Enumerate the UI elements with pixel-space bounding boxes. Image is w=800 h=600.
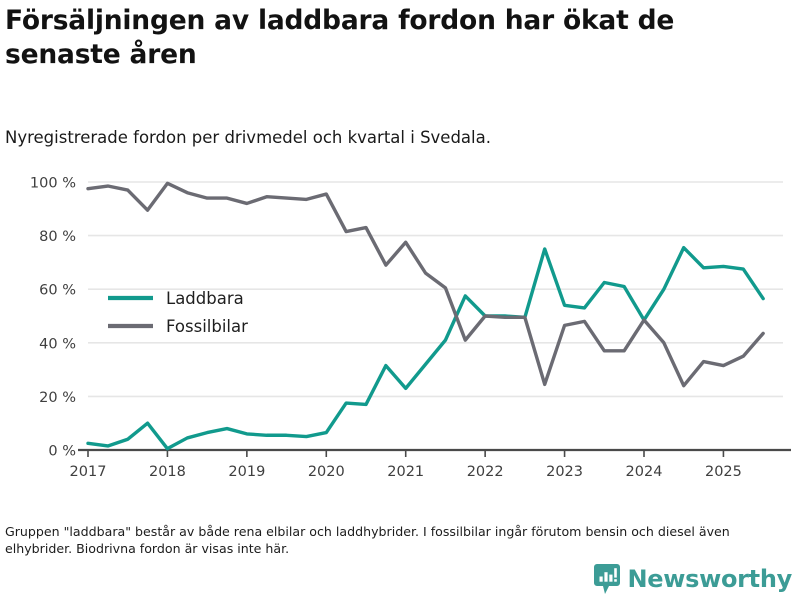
legend-label-laddbara: Laddbara xyxy=(166,289,244,308)
x-axis-tick-label: 2021 xyxy=(387,464,424,480)
x-axis-tick-label: 2025 xyxy=(705,464,742,480)
chart-subtitle: Nyregistrerade fordon per drivmedel och … xyxy=(5,128,491,147)
x-axis-tick-labels: 2017 2018 2019 2020 2021 2022 2023 2024 2025 xyxy=(70,464,742,480)
x-axis-tick-label: 2019 xyxy=(228,464,265,480)
page-title: Försäljningen av laddbara fordon har öka… xyxy=(5,5,675,71)
gridlines-group xyxy=(88,181,783,398)
newsworthy-logo[interactable]: Newsworthy xyxy=(594,563,792,595)
logo-wordmark: Newsworthy xyxy=(627,565,792,593)
y-axis-tick-label: 100 % xyxy=(30,176,76,192)
legend-label-fossilbilar: Fossilbilar xyxy=(166,317,248,336)
x-axis-tick-label: 2022 xyxy=(467,464,504,480)
x-axis-tick-label: 2020 xyxy=(308,464,345,480)
bar-chart-pin-icon xyxy=(594,563,621,595)
y-axis-tick-label: 60 % xyxy=(39,283,76,299)
line-chart-svg: 0 % 20 % 40 % 60 % 80 % 100 % 2017 2018 2019 202… xyxy=(30,176,791,480)
x-axis-tick-marks xyxy=(87,450,725,457)
y-axis-tick-label: 20 % xyxy=(39,390,76,406)
chart-plot-area: 0 % 20 % 40 % 60 % 80 % 100 % 2017 2018 2019 202… xyxy=(0,170,800,490)
y-axis-tick-label: 80 % xyxy=(39,229,76,245)
series-line-fossilbilar xyxy=(86,181,765,388)
chart-footnote: Gruppen "laddbara" består av både rena e… xyxy=(5,524,730,557)
x-axis-tick-label: 2018 xyxy=(149,464,186,480)
y-axis-tick-label: 40 % xyxy=(39,336,76,352)
x-axis-tick-label: 2024 xyxy=(626,464,663,480)
x-axis-tick-label: 2023 xyxy=(546,464,583,480)
x-axis-tick-label: 2017 xyxy=(70,464,107,480)
series-line-laddbara xyxy=(86,245,765,451)
series-lines-group xyxy=(86,181,765,451)
chart-legend: Laddbara Fossilbilar xyxy=(108,289,248,336)
y-axis-tick-labels: 0 % 20 % 40 % 60 % 80 % 100 % xyxy=(30,176,76,460)
y-axis-tick-label: 0 % xyxy=(48,444,76,460)
